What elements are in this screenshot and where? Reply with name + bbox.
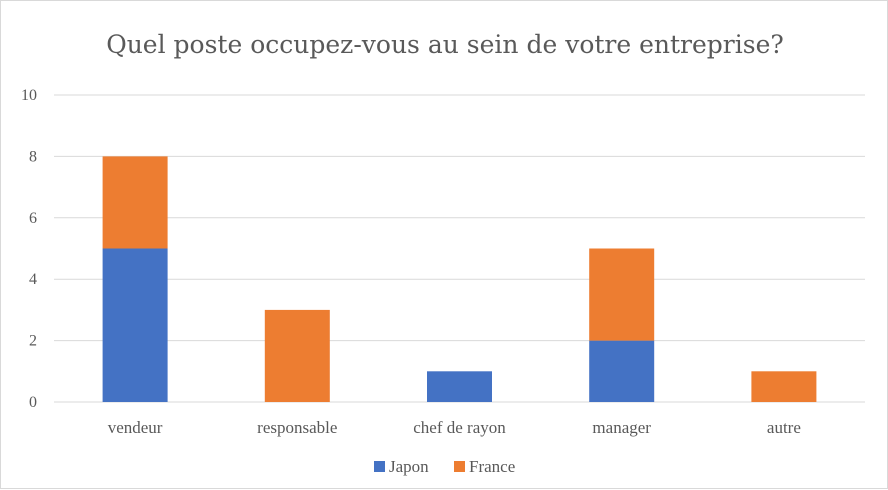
y-tick-label: 10	[21, 87, 37, 104]
y-tick-label: 8	[29, 148, 37, 165]
bar-france-vendeur	[102, 156, 168, 249]
legend: Japon France	[374, 457, 515, 476]
y-axis-ticks: 0 2 4 6 8 10	[21, 87, 37, 411]
bar-japon-vendeur	[102, 248, 168, 402]
category-label: responsable	[257, 418, 337, 437]
legend-swatch-france	[454, 461, 465, 472]
legend-swatch-japon	[374, 461, 385, 472]
bar-japon-manager	[589, 340, 655, 402]
bar-japon-chef-de-rayon	[427, 371, 492, 402]
category-label: vendeur	[108, 418, 163, 437]
category-label: chef de rayon	[413, 418, 506, 437]
chart-title: Quel poste occupez-vous au sein de votre…	[106, 30, 784, 59]
legend-label-japon: Japon	[389, 457, 429, 476]
x-axis-categories: vendeur responsable chef de rayon manager au…	[108, 418, 801, 437]
category-label: manager	[592, 418, 651, 437]
category-label: autre	[767, 418, 801, 437]
bar-france-autre	[751, 371, 817, 402]
y-tick-label: 2	[29, 333, 37, 350]
y-tick-label: 4	[29, 271, 37, 288]
legend-label-france: France	[469, 457, 515, 476]
gridlines	[54, 94, 865, 403]
y-tick-label: 0	[29, 394, 37, 411]
bars	[102, 156, 817, 402]
bar-france-responsable	[264, 309, 330, 402]
bar-france-manager	[589, 248, 655, 341]
y-tick-label: 6	[29, 210, 37, 227]
